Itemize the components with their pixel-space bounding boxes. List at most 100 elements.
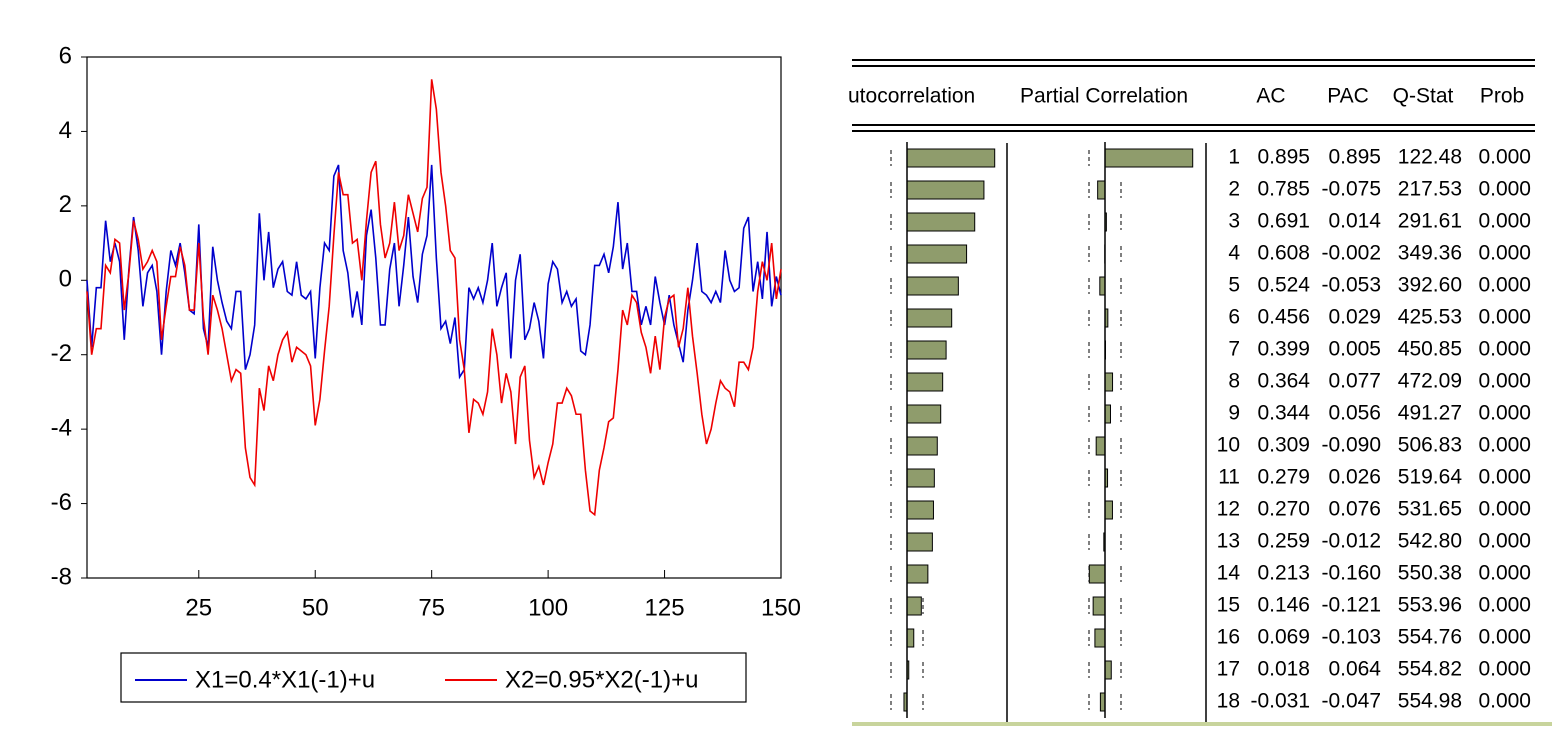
cell: 0.895 [1328, 146, 1381, 169]
y-tick-label: 4 [59, 117, 72, 144]
cell: 0.005 [1328, 338, 1381, 361]
y-tick-label: -8 [51, 563, 72, 590]
correlation-bar [906, 244, 968, 264]
cell: 0.029 [1328, 306, 1381, 329]
correlation-bar [1104, 404, 1111, 424]
correlation-bar [1104, 660, 1112, 680]
lag: 4 [1228, 242, 1240, 265]
cell: 450.85 [1398, 338, 1462, 361]
cell: -0.012 [1321, 530, 1381, 553]
cell: 553.96 [1398, 594, 1462, 617]
lag: 11 [1218, 466, 1240, 489]
cell: 0.018 [1257, 658, 1310, 681]
cell: 0.000 [1478, 274, 1531, 297]
lag: 10 [1217, 434, 1240, 457]
x-tick-label: 100 [528, 594, 568, 621]
x-tick-label: 125 [645, 594, 685, 621]
cell: 0.000 [1478, 338, 1531, 361]
lag: 7 [1228, 338, 1240, 361]
x-tick-label: 150 [761, 594, 801, 621]
cell: 554.76 [1398, 626, 1462, 649]
lag: 2 [1228, 178, 1240, 201]
cell: 392.60 [1398, 274, 1462, 297]
column-title: Partial Correlation [1020, 85, 1188, 108]
correlation-bar [1099, 276, 1106, 296]
cell: 0.000 [1478, 530, 1531, 553]
correlation-bar [906, 308, 953, 328]
cell: 0.000 [1478, 370, 1531, 393]
cell: -0.103 [1321, 626, 1381, 649]
cell: 554.82 [1398, 658, 1462, 681]
cell: 0.456 [1257, 306, 1310, 329]
cell: 550.38 [1398, 562, 1462, 585]
legend-label: X2=0.95*X2(-1)+u [505, 666, 698, 693]
cell: 0.000 [1478, 690, 1531, 713]
cell: 349.36 [1398, 242, 1462, 265]
cell: -0.047 [1321, 690, 1381, 713]
cell: 0.270 [1257, 498, 1310, 521]
cell: 0.364 [1257, 370, 1310, 393]
cell: 0.000 [1478, 498, 1531, 521]
y-tick-label: -4 [51, 414, 72, 441]
cell: 0.344 [1257, 402, 1310, 425]
cell: 0.259 [1257, 530, 1310, 553]
lag: 3 [1228, 210, 1240, 233]
lag: 13 [1217, 530, 1240, 553]
cell: 542.80 [1398, 530, 1462, 553]
legend-box [120, 652, 747, 703]
column-title: Prob [1480, 85, 1524, 108]
correlation-bar [906, 564, 929, 584]
cell: 0.895 [1257, 146, 1310, 169]
lag: 15 [1217, 594, 1240, 617]
cell: 0.069 [1257, 626, 1310, 649]
series-line [86, 79, 782, 517]
lag: 9 [1228, 402, 1240, 425]
legend-label: X1=0.4*X1(-1)+u [195, 666, 375, 693]
correlation-bar [906, 404, 942, 424]
cell: 0.524 [1257, 274, 1310, 297]
correlation-bar [906, 340, 947, 360]
cell: 0.146 [1257, 594, 1310, 617]
cell: 0.000 [1478, 658, 1531, 681]
correlation-bar [906, 148, 996, 168]
y-tick-label: 2 [59, 191, 72, 218]
cell: 519.64 [1398, 466, 1463, 489]
column-title: PAC [1327, 85, 1369, 108]
x-tick-label: 75 [418, 594, 445, 621]
cell: 0.000 [1478, 626, 1531, 649]
lag: 1 [1228, 146, 1240, 169]
cell: 0.000 [1478, 178, 1531, 201]
cell: 472.09 [1398, 370, 1462, 393]
cell: 531.65 [1398, 498, 1462, 521]
plot-frame [86, 56, 782, 579]
y-tick-label: -6 [51, 489, 72, 516]
table-rules [852, 59, 1535, 722]
cell: 0.000 [1478, 594, 1531, 617]
correlation-bar [906, 276, 959, 296]
y-tick-label: 0 [59, 266, 72, 293]
cell: 0.000 [1478, 562, 1531, 585]
y-tick-label: 6 [59, 42, 72, 69]
cell: -0.075 [1321, 178, 1381, 201]
cell: 217.53 [1398, 178, 1462, 201]
cell: 0.213 [1257, 562, 1310, 585]
cell: 0.279 [1257, 466, 1310, 489]
correlation-bar [906, 372, 944, 392]
lag: 8 [1228, 370, 1240, 393]
lag: 17 [1217, 658, 1240, 681]
cell: 0.077 [1328, 370, 1381, 393]
column-title: Q-Stat [1393, 85, 1454, 108]
column-title: AC [1256, 85, 1285, 108]
cell: 554.98 [1398, 690, 1462, 713]
lag: 12 [1217, 498, 1240, 521]
cell: 0.000 [1478, 306, 1531, 329]
x-tick-label: 50 [302, 594, 329, 621]
correlation-bar [1095, 436, 1106, 456]
correlation-bar [1097, 180, 1106, 200]
correlation-bar [1104, 372, 1114, 392]
cell: 0.026 [1328, 466, 1381, 489]
correlation-bar [1092, 596, 1106, 616]
cell: -0.160 [1321, 562, 1381, 585]
cell: 0.064 [1328, 658, 1381, 681]
